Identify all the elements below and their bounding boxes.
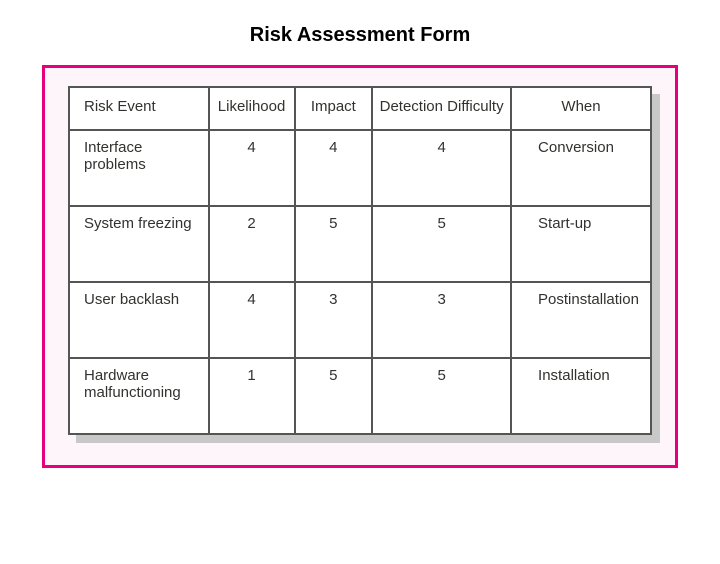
cell-impact: 3 [295,282,373,358]
cell-when: Conversion [511,130,651,206]
page-title: Risk Assessment Form [0,24,720,47]
cell-likelihood: 4 [209,130,295,206]
cell-detection: 5 [372,358,511,434]
col-header-risk-event: Risk Event [69,87,209,130]
cell-detection: 3 [372,282,511,358]
cell-likelihood: 2 [209,206,295,282]
table-row: Hardware malfunctioning 1 5 5 Installati… [69,358,651,434]
col-header-impact: Impact [295,87,373,130]
risk-table: Risk Event Likelihood Impact Detection D… [68,86,652,435]
col-header-detection: Detection Difficulty [372,87,511,130]
cell-risk-event: Interface problems [69,130,209,206]
cell-when: Installation [511,358,651,434]
cell-risk-event: User backlash [69,282,209,358]
col-header-likelihood: Likelihood [209,87,295,130]
form-frame: Risk Event Likelihood Impact Detection D… [42,65,678,468]
table-row: Interface problems 4 4 4 Conversion [69,130,651,206]
cell-risk-event: System freezing [69,206,209,282]
table-wrapper: Risk Event Likelihood Impact Detection D… [68,86,652,435]
cell-likelihood: 1 [209,358,295,434]
cell-impact: 5 [295,358,373,434]
cell-detection: 4 [372,130,511,206]
cell-risk-event: Hardware malfunctioning [69,358,209,434]
cell-impact: 5 [295,206,373,282]
cell-detection: 5 [372,206,511,282]
table-header-row: Risk Event Likelihood Impact Detection D… [69,87,651,130]
table-row: User backlash 4 3 3 Postinstallation [69,282,651,358]
cell-impact: 4 [295,130,373,206]
col-header-when: When [511,87,651,130]
cell-likelihood: 4 [209,282,295,358]
cell-when: Start-up [511,206,651,282]
table-row: System freezing 2 5 5 Start-up [69,206,651,282]
cell-when: Postinstallation [511,282,651,358]
